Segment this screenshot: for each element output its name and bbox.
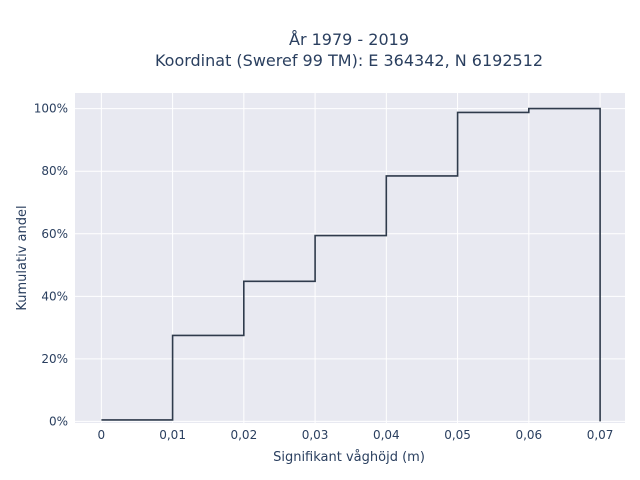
y-tick-label: 100% [34, 102, 68, 116]
plot-area [75, 93, 625, 423]
x-tick-label: 0 [98, 428, 106, 442]
x-tick-label: 0,01 [159, 428, 186, 442]
chart-title-line-2: Koordinat (Sweref 99 TM): E 364342, N 61… [155, 51, 543, 70]
y-axis-label: Kumulativ andel [15, 205, 30, 310]
chart-title-line-1: År 1979 - 2019 [289, 30, 409, 49]
x-axis-label: Signifikant våghöjd (m) [273, 450, 425, 465]
y-tick-label: 80% [41, 164, 68, 178]
x-tick-label: 0,07 [587, 428, 614, 442]
y-tick-labels: 0% 20% 40% 60% 80% 100% [34, 102, 68, 429]
x-tick-label: 0,06 [515, 428, 542, 442]
y-tick-label: 40% [41, 289, 68, 303]
x-tick-label: 0,03 [302, 428, 329, 442]
x-tick-labels: 0 0,01 0,02 0,03 0,04 0,05 0,06 0,07 [98, 428, 614, 442]
cumulative-step-line [101, 107, 601, 422]
y-tick-label: 0% [49, 414, 68, 428]
series-layer [101, 107, 601, 422]
y-tick-label: 60% [41, 227, 68, 241]
x-tick-label: 0,05 [444, 428, 471, 442]
x-tick-label: 0,02 [230, 428, 257, 442]
y-tick-label: 20% [41, 352, 68, 366]
x-tick-label: 0,04 [373, 428, 400, 442]
